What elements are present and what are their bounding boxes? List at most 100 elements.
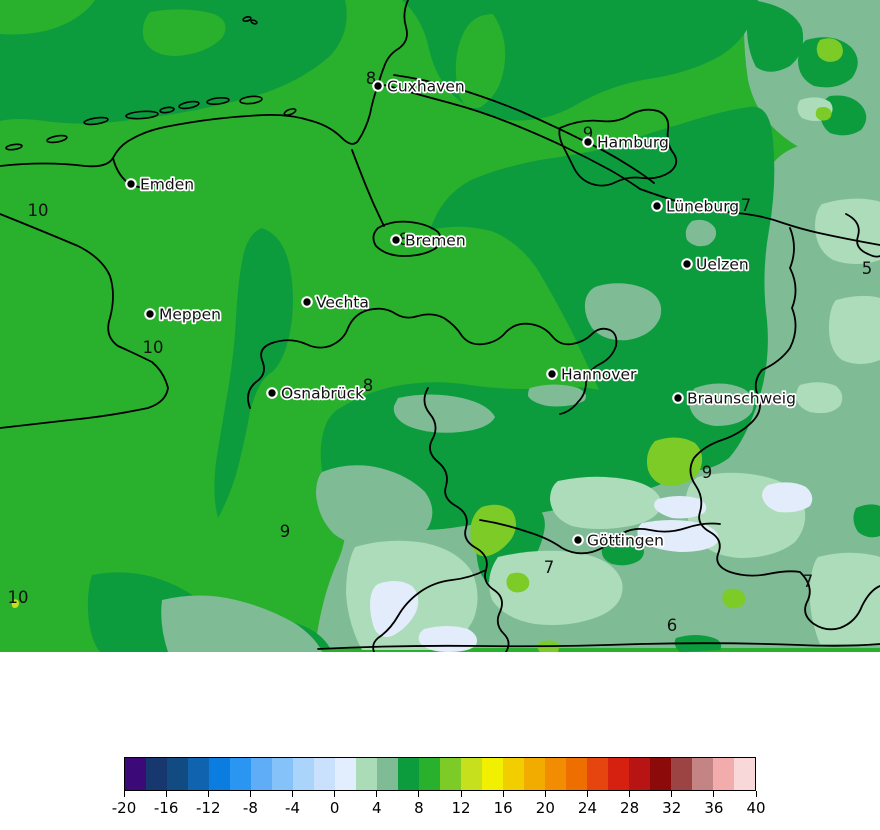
legend-tick-label: -12: [196, 799, 221, 817]
temp-region-4-6-patches: [161, 219, 754, 652]
border-top-center: [377, 0, 409, 87]
city-dot: [548, 370, 556, 378]
spot-temperature-value: 8: [363, 376, 374, 395]
legend-tick-mark: [165, 791, 167, 797]
legend-cell: [377, 758, 398, 790]
legend-cell: [545, 758, 566, 790]
city-dot: [268, 389, 276, 397]
legend-tick-mark: [418, 791, 420, 797]
legend-cell: [398, 758, 419, 790]
spot-temperature-layer: 8 9 10 7 5 10 8 8 9 9 7 7 6 10: [8, 69, 873, 635]
city-dot: [127, 180, 135, 188]
border-lines: [0, 0, 880, 653]
spot-temperature-value: 9: [583, 124, 594, 143]
city-marker-emden: Emden: [125, 174, 196, 195]
city-dot: [146, 310, 154, 318]
spot-temperature-value: 9: [702, 463, 713, 482]
temp-region-8-10-streaks: [142, 9, 506, 109]
spot-temperature-value: 9: [280, 522, 291, 541]
city-label: Osnabrück: [281, 385, 364, 403]
city-marker-goettingen: Göttingen: [572, 530, 666, 551]
legend-cell: [167, 758, 188, 790]
spot-temperature-value: 10: [143, 338, 164, 357]
legend-tick-mark: [123, 791, 125, 797]
legend-tick-mark: [755, 791, 757, 797]
border-northeast: [845, 213, 880, 258]
city-marker-meppen: Meppen: [144, 304, 223, 325]
legend-tick-mark: [629, 791, 631, 797]
border-east: [689, 227, 880, 631]
legend-tick-mark: [376, 791, 378, 797]
border-hamburg-loop: [558, 108, 678, 187]
legend-cell: [146, 758, 167, 790]
legend-tick-mark: [460, 791, 462, 797]
city-dot: [374, 82, 382, 90]
legend-tick-label: 28: [620, 799, 640, 817]
legend-tick-mark: [334, 791, 336, 797]
legend-cell: [314, 758, 335, 790]
legend-cell: [608, 758, 629, 790]
legend-tick-label: 20: [535, 799, 555, 817]
legend-tick-label: 0: [329, 799, 340, 817]
legend-tick-mark: [671, 791, 673, 797]
city-label: Bremen: [405, 232, 466, 250]
temp-region-10-12-layer: [470, 38, 843, 652]
temperature-map-canvas: 8 9 10 7 5 10 8 8 9 9 7 7 6 10 Cuxhaven Hamburg Emden Lü…: [0, 0, 880, 653]
legend-cell: [440, 758, 461, 790]
city-dot: [683, 260, 691, 268]
legend-cell: [419, 758, 440, 790]
city-marker-hamburg: Hamburg: [582, 132, 671, 153]
legend-cell: [356, 758, 377, 790]
city-marker-vechta: Vechta: [301, 292, 371, 313]
city-marker-osnabrueck: Osnabrück: [266, 383, 366, 404]
city-label: Uelzen: [696, 256, 749, 274]
legend-cell: [713, 758, 734, 790]
legend-cell: [188, 758, 209, 790]
legend-colorbar: [124, 757, 756, 791]
border-netherlands: [0, 213, 169, 429]
spot-temperature-value: 7: [803, 572, 814, 591]
legend-cell: [230, 758, 251, 790]
legend-tick-label: 4: [372, 799, 382, 817]
border-goettingen: [479, 519, 721, 555]
border-osnabrueck: [247, 307, 618, 415]
legend-cell: [251, 758, 272, 790]
legend-tick-mark: [544, 791, 546, 797]
legend-cell: [461, 758, 482, 790]
legend-cell: [293, 758, 314, 790]
city-label: Cuxhaven: [387, 78, 465, 96]
weather-map: 8 9 10 7 5 10 8 8 9 9 7 7 6 10 Cuxhaven Hamburg Emden Lü…: [0, 0, 880, 653]
spot-temperature-value: 8: [399, 230, 410, 249]
city-marker-braunschweig: Braunschweig: [672, 388, 798, 409]
legend-tick-mark: [207, 791, 209, 797]
spot-temperature-value: 5: [862, 259, 873, 278]
city-marker-layer: Cuxhaven Hamburg Emden Lüneburg Uelzen Bremen…: [125, 76, 798, 551]
legend-tick-label: -4: [285, 799, 301, 817]
city-label: Lüneburg: [666, 198, 739, 216]
footer-panel: Temperatur in 2m (in °C) Modell: ICON-D2…: [0, 652, 880, 752]
border-branch-southwest: [372, 569, 487, 653]
ems-estuary: [112, 157, 173, 189]
city-label: Göttingen: [587, 532, 664, 550]
city-marker-cuxhaven: Cuxhaven: [372, 76, 466, 97]
city-label: Hamburg: [597, 134, 669, 152]
city-dot: [574, 536, 582, 544]
elbe-north-bank: [393, 74, 655, 184]
border-bremen-loop: [372, 220, 442, 257]
legend-tick-mark: [292, 791, 294, 797]
city-label: Vechta: [316, 294, 369, 312]
legend-tick-label: 12: [451, 799, 471, 817]
spot-temperature-value: 10: [28, 201, 49, 220]
legend-cell: [272, 758, 293, 790]
legend-cell: [692, 758, 713, 790]
legend-cell: [524, 758, 545, 790]
legend-tick-label: -16: [153, 799, 179, 817]
spot-temperature-value: 8: [366, 69, 377, 88]
legend-tick-label: -8: [242, 799, 258, 817]
legend-tick-label: 16: [493, 799, 513, 817]
legend-tick-label: 8: [414, 799, 424, 817]
city-dot: [653, 202, 661, 210]
legend-tick-mark: [586, 791, 588, 797]
city-marker-bremen: Bremen: [390, 230, 467, 251]
